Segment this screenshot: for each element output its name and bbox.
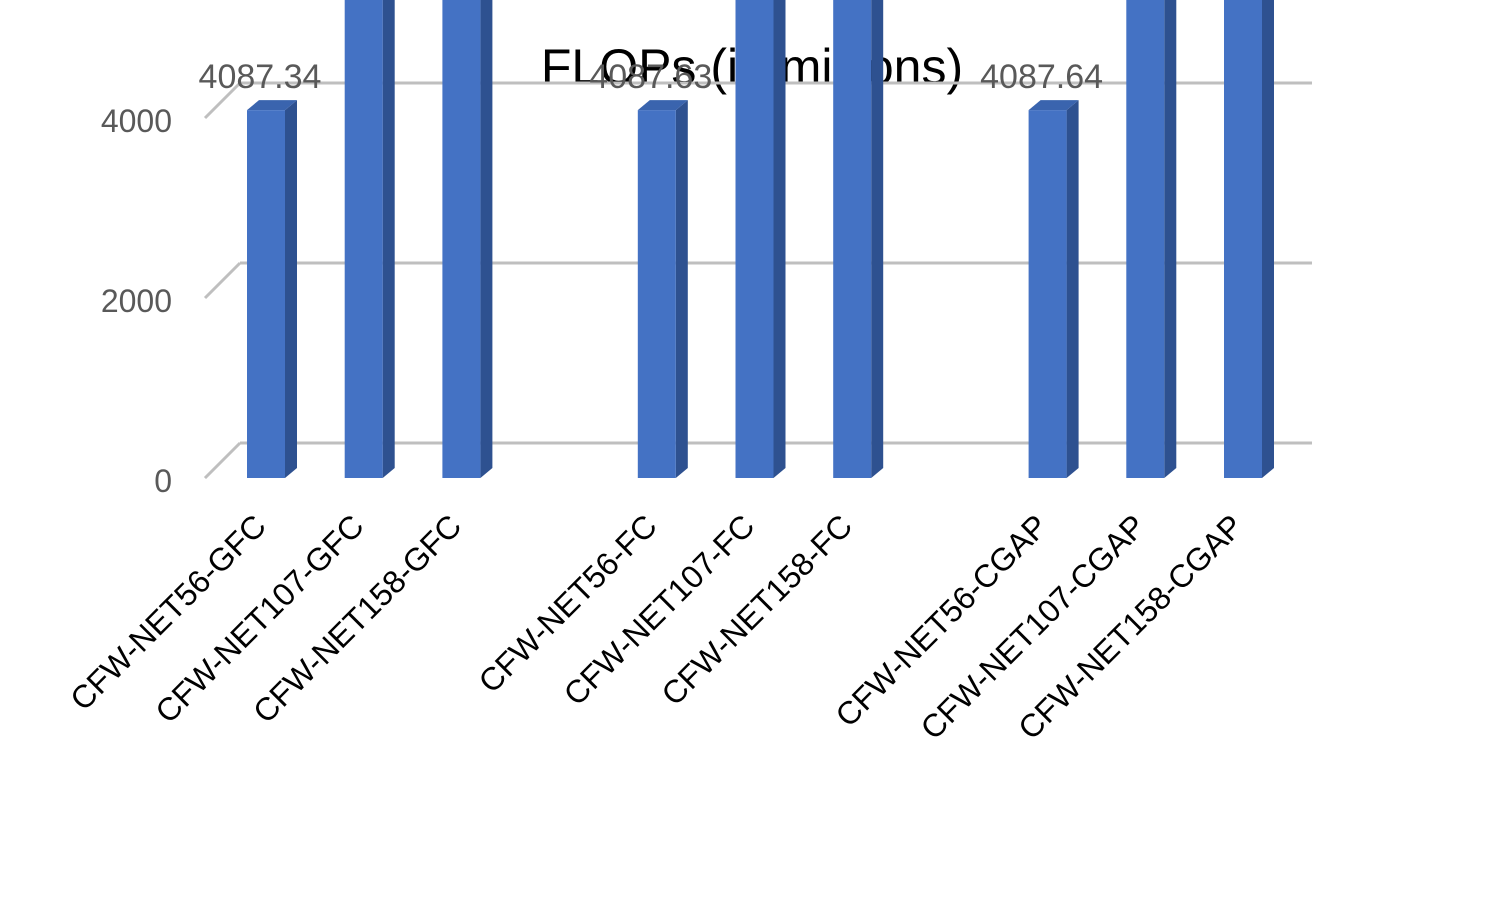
bar-side [382,0,395,478]
bar-top [247,100,297,111]
bar-side [675,100,688,479]
bar-front [833,0,872,478]
bar-top [1028,100,1079,111]
bar-front [637,110,676,479]
y-axis-ticks: 020004000600080001000012000 [101,103,172,499]
data-label: 4087.64 [980,58,1103,96]
bar-side [773,0,786,478]
bar [1126,0,1177,478]
x-tick-label: CFW-NET158-FC [654,507,859,712]
x-tick-label: CFW-NET56-FC [472,507,664,699]
bar-side [1164,0,1177,478]
bar-side [285,100,297,478]
bar [442,0,493,478]
bar-front [1028,110,1067,478]
bar-front [735,0,774,478]
bar [735,0,786,478]
bar-side [1262,0,1274,478]
bar-side [480,0,493,478]
bar-side [1066,100,1079,478]
bars [247,0,1274,479]
data-label: 4087.63 [589,58,712,96]
bar [1224,0,1274,478]
data-labels: 4087.347799.5911511.834087.637799.881151… [199,58,1104,96]
bar-side [871,0,884,478]
bar [1028,100,1079,478]
floor-line [204,442,241,479]
bar-front [1224,0,1262,478]
x-axis-ticks: CFW-NET56-GFCCFW-NET107-GFCCFW-NET158-GF… [63,507,1250,746]
y-tick-label: 4000 [101,103,172,139]
bar-front [1126,0,1165,478]
bar [637,100,688,479]
bar-top [637,100,688,111]
bar-front [247,110,285,478]
data-label: 4087.34 [199,58,322,96]
y-tick-label: 0 [154,463,172,499]
bar [247,100,297,478]
y-tick-label: 2000 [101,283,172,319]
bar [833,0,884,478]
bar-front [442,0,481,478]
bar [344,0,395,478]
bar-front [344,0,383,478]
